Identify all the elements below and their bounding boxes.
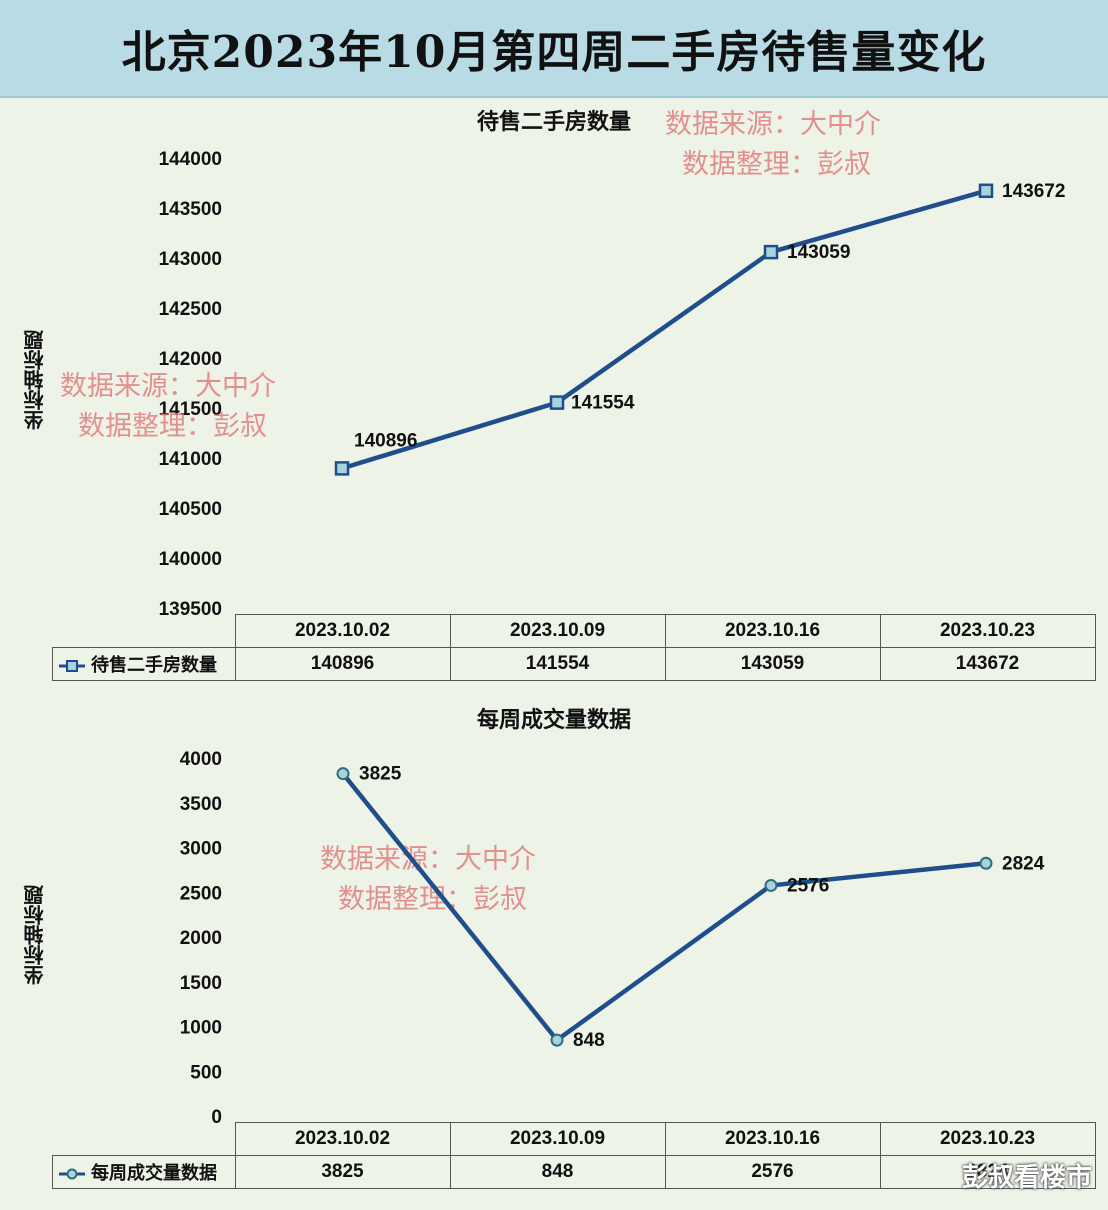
chart1-y-tick: 143000 bbox=[159, 249, 222, 270]
chart1-y-tick: 143500 bbox=[159, 199, 222, 220]
chart1-data-table: 2023.10.02 2023.10.09 2023.10.16 2023.10.23… bbox=[52, 614, 1096, 681]
table-category-cell: 2023.10.16 bbox=[664, 1122, 881, 1156]
title-banner: 北京2023年10月第四周二手房待售量变化 bbox=[0, 0, 1108, 98]
table-category-cell: 2023.10.16 bbox=[664, 614, 881, 648]
table-legend-cell: 待售二手房数量 bbox=[52, 647, 236, 681]
legend-key-icon bbox=[59, 660, 85, 672]
chart1-y-tick: 140500 bbox=[159, 499, 222, 520]
watermark-text: 数据来源：大中介 bbox=[60, 371, 276, 402]
chart1-data-point bbox=[334, 461, 350, 476]
chart1-y-tick: 142000 bbox=[159, 349, 222, 370]
watermark-text: 数据整理：彭叔 bbox=[78, 411, 267, 442]
chart2-y-tick: 500 bbox=[190, 1062, 222, 1083]
chart1-title: 待售二手房数量 bbox=[476, 110, 631, 135]
chart2-y-tick: 1000 bbox=[180, 1018, 222, 1039]
table-value-cell: 140896 bbox=[234, 647, 451, 681]
chart1-y-tick: 142500 bbox=[159, 299, 222, 320]
chart2-y-tick: 3500 bbox=[180, 794, 222, 815]
table-category-cell: 2023.10.02 bbox=[234, 614, 451, 648]
table-category-cell: 2023.10.02 bbox=[234, 1122, 451, 1156]
chart2-data-point bbox=[336, 767, 350, 781]
chart2-data-point bbox=[979, 856, 993, 870]
chart1-data-label: 140896 bbox=[354, 430, 417, 451]
chart2-data-point bbox=[764, 878, 778, 892]
chart2-y-tick: 0 bbox=[211, 1107, 222, 1128]
legend-series-name: 待售二手房数量 bbox=[91, 655, 217, 676]
watermark-text: 数据整理：彭叔 bbox=[338, 884, 527, 915]
table-corner bbox=[52, 614, 236, 648]
chart2-y-tick: 3000 bbox=[180, 839, 222, 860]
chart1-data-label: 143672 bbox=[1002, 181, 1065, 202]
watermark-text: 数据整理：彭叔 bbox=[682, 149, 871, 180]
watermark-text: 数据来源：大中介 bbox=[320, 844, 536, 875]
legend-key-icon bbox=[59, 1168, 85, 1180]
chart2-y-tick: 2000 bbox=[180, 928, 222, 949]
chart2-data-label: 848 bbox=[573, 1030, 605, 1051]
chart1-data-point bbox=[549, 395, 565, 410]
chart1-data-point bbox=[978, 183, 994, 199]
chart1-data-label: 143059 bbox=[787, 242, 850, 263]
corner-watermark: 彭叔看楼市 bbox=[961, 1163, 1092, 1193]
chart1-data-point bbox=[763, 244, 779, 260]
table-value-cell: 2576 bbox=[664, 1155, 881, 1189]
table-value-cell: 848 bbox=[449, 1155, 666, 1189]
chart2-data-point bbox=[550, 1033, 564, 1047]
chart1-y-tick: 140000 bbox=[159, 549, 222, 570]
table-value-cell: 143059 bbox=[664, 647, 881, 681]
table-value-cell: 143672 bbox=[879, 647, 1096, 681]
chart2-data-label: 3825 bbox=[359, 764, 402, 785]
chart2-data-table: 2023.10.02 2023.10.09 2023.10.16 2023.10.23… bbox=[52, 1122, 1096, 1189]
chart1-data-label: 141554 bbox=[571, 393, 635, 414]
legend-series-name: 每周成交量数据 bbox=[91, 1163, 217, 1184]
chart2-title: 每周成交量数据 bbox=[476, 708, 631, 733]
table-value-cell: 3825 bbox=[234, 1155, 451, 1189]
chart2-y-tick: 1500 bbox=[180, 973, 222, 994]
page-title: 北京2023年10月第四周二手房待售量变化 bbox=[121, 27, 987, 78]
chart2-data-label: 2824 bbox=[1002, 853, 1045, 874]
chart1-series-line bbox=[341, 188, 987, 471]
table-category-cell: 2023.10.23 bbox=[879, 1122, 1096, 1156]
chart2-y-tick: 4000 bbox=[180, 749, 222, 770]
table-category-cell: 2023.10.23 bbox=[879, 614, 1096, 648]
table-value-cell: 2824 bbox=[879, 1155, 1096, 1189]
chart2-data-label: 2576 bbox=[787, 875, 829, 896]
table-category-cell: 2023.10.09 bbox=[449, 1122, 666, 1156]
table-corner bbox=[52, 1122, 236, 1156]
watermark-text: 数据来源：大中介 bbox=[665, 109, 881, 140]
chart1-y-tick: 141500 bbox=[159, 399, 222, 420]
table-legend-cell: 每周成交量数据 bbox=[52, 1155, 236, 1189]
chart2-series-line bbox=[341, 772, 987, 1043]
chart2-y-tick: 2500 bbox=[180, 883, 222, 904]
chart1-y-tick: 141000 bbox=[159, 449, 222, 470]
table-value-cell: 141554 bbox=[449, 647, 666, 681]
chart1-y-tick: 144000 bbox=[159, 149, 222, 170]
